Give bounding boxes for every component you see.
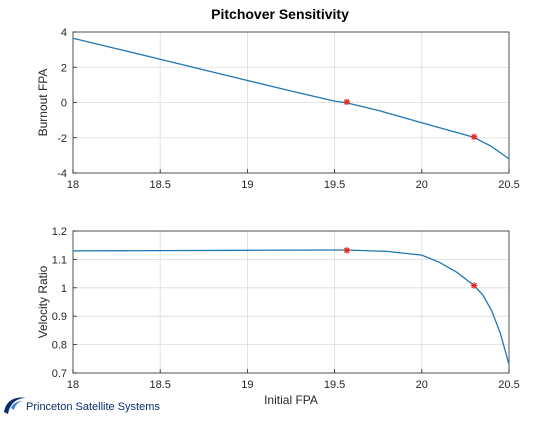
x-tick-label: 20.5 [498, 179, 519, 191]
y-tick-label: 1 [61, 283, 67, 295]
x-tick-label: 19 [241, 179, 253, 191]
series-line [72, 37, 510, 160]
burnout-fpa-subplot: 18 18.5 19 19.5 20 20.5 -4 -2 0 2 4 Burnout FPA [36, 27, 520, 191]
star-marker [470, 133, 478, 141]
company-logo: Princeton Satellite Systems [2, 390, 172, 418]
x-tick-label: 20 [416, 379, 428, 391]
y-tick-label: 0.7 [52, 368, 67, 380]
x-tick-label: 18.5 [149, 379, 170, 391]
y-tick-label: 1.2 [52, 226, 67, 238]
y-tick-label: -2 [57, 133, 67, 145]
x-tick-label: 19.5 [324, 179, 345, 191]
x-tick-label: 19.5 [324, 379, 345, 391]
velocity-ratio-subplot: 18 18.5 19 19.5 20 20.5 0.7 0.8 0.9 1 1.1 1.2 Veloci… [36, 226, 520, 407]
y-tick-label: 4 [61, 27, 67, 39]
star-marker [343, 247, 351, 254]
y-tick-label: 1.1 [52, 254, 67, 266]
x-tick-label: 20 [416, 179, 428, 191]
x-tick-label: 20.5 [498, 379, 519, 391]
swoosh-icon [4, 397, 26, 414]
x-tick-label: 18 [67, 379, 79, 391]
y-axis-label: Velocity Ratio [36, 265, 50, 338]
star-marker [470, 282, 478, 289]
logo-text: Princeton Satellite Systems [26, 401, 160, 413]
figure-title: Pitchover Sensitivity [211, 6, 349, 22]
y-tick-label: 2 [61, 62, 67, 74]
x-axis-label: Initial FPA [264, 393, 318, 407]
y-tick-label: -4 [57, 168, 67, 180]
star-marker [343, 98, 351, 106]
y-tick-label: 0 [61, 98, 67, 110]
y-axis-label: Burnout FPA [36, 69, 50, 137]
series-line [72, 249, 510, 365]
axes-box [72, 230, 510, 374]
y-tick-label: 0.8 [52, 340, 67, 352]
y-tick-label: 0.9 [52, 311, 67, 323]
x-tick-label: 19 [241, 379, 253, 391]
x-tick-label: 18.5 [149, 179, 170, 191]
x-tick-label: 18 [67, 179, 79, 191]
